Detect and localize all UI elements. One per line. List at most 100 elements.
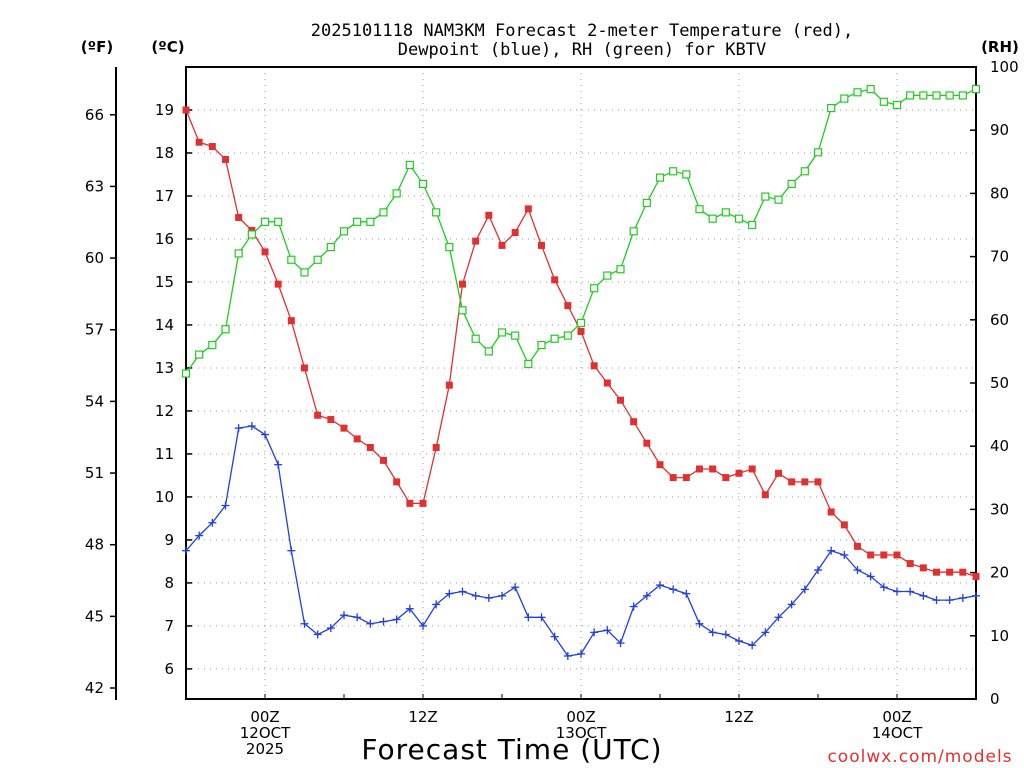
temperature-marker [248,226,256,234]
rh-marker [669,167,678,176]
temperature-marker [893,551,901,559]
temperature-marker [854,542,861,550]
temperature-marker [748,465,756,473]
rh-marker [774,195,783,204]
temperature-marker [524,205,532,213]
rh-marker [853,88,862,97]
temperature-marker [735,469,743,477]
temperature-marker [906,560,914,568]
rh-marker [800,167,809,176]
dewpoint-marker [735,636,743,645]
time-tick-label: 12OCT [240,724,291,742]
dewpoint-marker [708,628,717,637]
rh-tick-label: 50 [990,374,1009,392]
temperature-marker [696,465,703,473]
temperature-marker [182,106,190,114]
dewpoint-marker [787,600,796,609]
temperature-marker [222,155,229,163]
rh-marker [629,227,638,236]
x-axis-label: Forecast Time (UTC) [361,733,662,766]
temperature-marker [235,213,243,221]
data-series [181,85,981,661]
dewpoint-marker [392,615,401,624]
dewpoint-marker [471,591,480,600]
rh-marker [576,318,586,328]
time-tick-label: 2025 [246,740,284,758]
temperature-marker [366,443,374,451]
temperature-marker [459,280,466,288]
dewpoint-marker [366,619,375,628]
dewpoint-marker [247,421,256,430]
temperature-series [182,106,980,580]
dewpoint-marker [919,591,928,600]
rh-marker [247,230,256,239]
temperature-marker [577,327,585,335]
temperature-marker [643,439,651,447]
dewpoint-marker [340,611,348,620]
dewpoint-marker [326,624,335,633]
temperature-marker [314,411,322,419]
dewpoint-marker [774,613,783,622]
dewpoint-marker [313,630,322,639]
time-tick-label: 00Z [566,708,595,726]
dewpoint-marker [748,641,757,650]
rh-marker [195,350,204,359]
rh-marker [932,91,941,100]
temperature-marker [340,424,348,432]
rh-tick-label: 40 [990,437,1009,455]
celsius-axis-unit: (ºC) [151,38,184,56]
celsius-tick-label: 17 [155,187,174,205]
rh-marker [287,255,296,264]
celsius-tick-label: 7 [164,617,174,635]
celsius-tick-label: 16 [155,230,174,248]
temperature-marker [419,499,427,507]
rh-marker [734,214,744,223]
dewpoint-marker [537,613,546,622]
dewpoint-marker [458,587,467,596]
temperature-marker [880,551,888,559]
rh-tick-label: 90 [990,121,1009,139]
temperature-marker [472,237,480,245]
rh-marker [208,340,217,350]
dewpoint-marker [840,550,849,559]
dewpoint-series [182,421,980,661]
fahrenheit-tick-label: 63 [85,177,104,195]
temperature-marker [933,568,940,576]
rh-tick-label: 70 [990,248,1009,266]
temperature-marker [840,521,848,529]
temperature-marker [656,461,664,469]
dewpoint-marker [879,583,888,592]
celsius-tick-label: 14 [155,316,174,334]
dewpoint-marker [484,593,493,602]
relative-humidity-series [181,85,981,378]
rh-marker [550,334,559,343]
dewpoint-marker [550,632,559,641]
dewpoint-marker [445,589,454,598]
rh-marker [524,359,533,369]
rh-tick-label: 100 [990,58,1019,76]
dewpoint-marker [761,628,770,637]
dewpoint-marker [353,613,362,622]
temperature-marker [590,362,598,370]
celsius-tick-label: 13 [155,359,174,377]
dewpoint-marker [208,518,217,527]
chart-title-line-2: Dewpoint (blue), RH (green) for KBTV [398,40,766,60]
rh-tick-label: 60 [990,311,1009,329]
temperature-marker [380,456,387,464]
temperature-marker [682,474,690,482]
temperature-marker [195,138,203,146]
rh-marker [563,331,572,340]
rh-marker [260,217,270,226]
source-credit: coolwx.com/models [827,747,1012,767]
dewpoint-marker [498,591,506,600]
dewpoint-marker [603,626,612,635]
rh-marker [274,217,283,226]
fahrenheit-tick-label: 57 [85,321,104,339]
temperature-marker [353,435,361,443]
fahrenheit-tick-label: 60 [85,249,104,267]
temperature-marker [801,478,809,486]
axes: 6 7 8 9 10 11 12 13 14 15 16 17 18 19 42 45 48 51 54 57 60 63… [85,58,1019,758]
rh-marker [906,91,915,100]
temperature-marker [630,418,638,426]
